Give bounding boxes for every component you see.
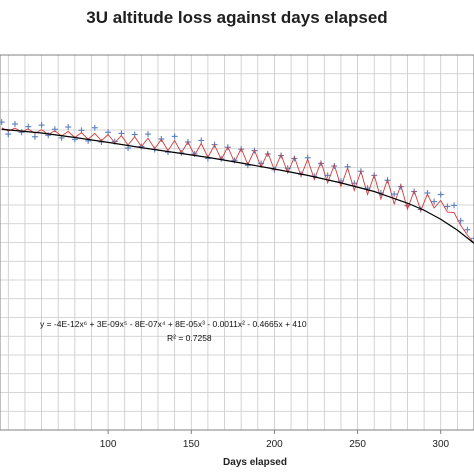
series-layer <box>0 119 474 244</box>
data-point <box>5 131 12 138</box>
plot-frame <box>0 54 474 431</box>
x-tick-label: 100 <box>100 439 117 450</box>
x-axis-title: Days elapsed <box>223 457 287 468</box>
data-point <box>11 121 18 127</box>
oscillation-line <box>1 127 474 244</box>
chart-title: 3U altitude loss against days elapsed <box>86 8 388 27</box>
data-point <box>437 191 444 198</box>
r-squared-label: R² = 0.7258 <box>167 333 212 343</box>
polynomial-trendline <box>1 128 474 244</box>
x-tick-label: 250 <box>349 439 366 450</box>
data-point <box>65 124 72 130</box>
data-point <box>471 235 474 242</box>
data-point <box>451 202 458 209</box>
x-tick-label: 300 <box>432 439 449 450</box>
data-point <box>391 191 398 198</box>
data-point <box>431 198 438 205</box>
data-point <box>45 132 52 139</box>
data-point <box>91 124 98 131</box>
data-point <box>0 119 5 126</box>
x-tick-labels: 100 150 200 250 300 <box>100 430 450 450</box>
trendline-equation: y = -4E-12x⁶ + 3E-09x⁵ - 8E-07x⁴ + 8E-05… <box>40 319 307 329</box>
data-point <box>198 137 205 144</box>
data-point <box>38 122 45 129</box>
data-point <box>444 203 451 210</box>
data-point <box>31 133 38 140</box>
data-point <box>145 131 152 138</box>
data-point <box>464 226 471 233</box>
data-point <box>51 126 58 133</box>
x-tick-label: 150 <box>183 439 200 450</box>
data-point <box>171 133 178 140</box>
x-tick-label: 200 <box>266 439 283 450</box>
gridlines <box>0 55 474 430</box>
